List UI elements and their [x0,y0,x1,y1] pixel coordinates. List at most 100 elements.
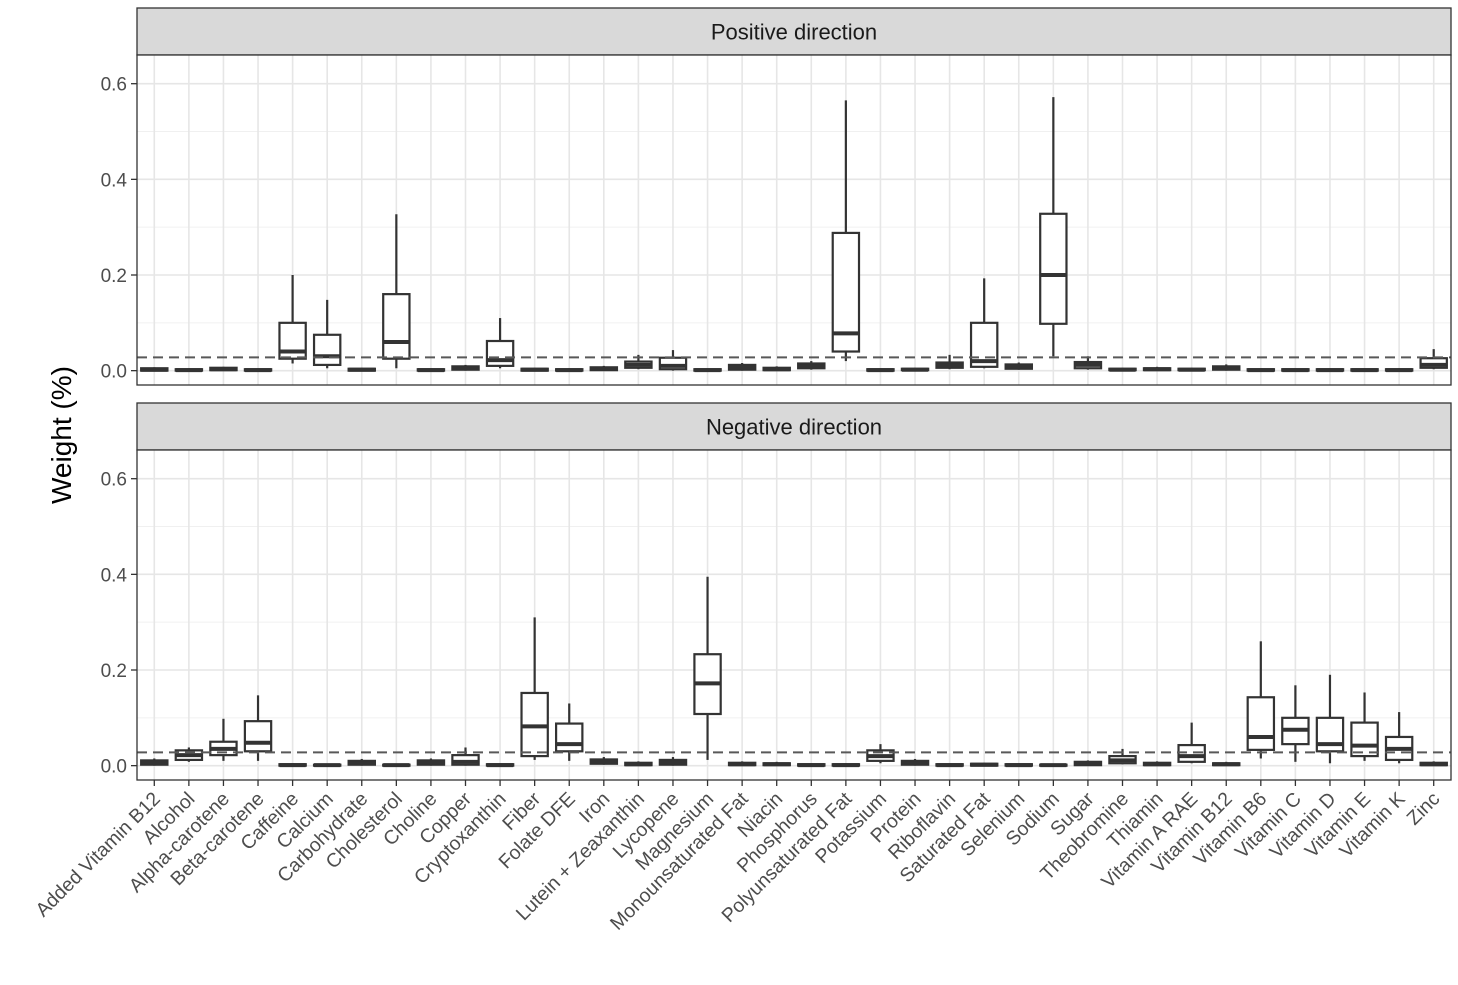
box-fiber [520,617,549,760]
box-vitamin-a-rae [1177,722,1206,764]
negative-direction-y-ticks: 0.0 0.2 0.4 0.6 [101,470,137,778]
box-caffeine [278,763,307,768]
box-theobromine [1108,748,1137,765]
y-axis-title: Weight (%) [46,366,77,504]
box-calcium [312,299,342,369]
box-selenium [1004,763,1034,768]
panels-layer: Positive direction 0.0 0.2 0.4 0.6 Negative d… [101,7,1452,781]
box-calcium [312,763,342,768]
box-beta-carotene [243,695,273,761]
box-iqr [1177,743,1206,763]
box-protein [900,758,930,766]
box-iqr [554,722,584,753]
box-sodium [1039,97,1068,357]
box-iqr [243,720,273,753]
box-cryptoxanthin [485,763,515,768]
y-tick-label: 0.2 [101,266,127,287]
negative-direction-plot-area [137,450,1451,780]
box-choline [416,368,446,373]
positive-direction-border [136,54,1452,386]
box-cholesterol [382,763,411,768]
box-niacin [762,366,791,372]
box-caffeine [278,275,307,364]
box-iqr [485,339,515,367]
box-phosphorus [797,763,826,768]
y-tick-label: 0.6 [101,75,127,96]
box-cryptoxanthin [485,318,515,369]
negative-direction-border [136,449,1452,781]
y-tick-label: 0.6 [101,470,127,491]
box-vitamin-d [1315,368,1345,373]
box-added-vitamin-b12 [140,758,169,766]
box-thiamin [1142,366,1172,372]
positive-direction-strip-title: Positive direction [711,20,877,45]
box-vitamin-k [1384,368,1414,373]
box-riboflavin [935,763,964,768]
box-fiber [520,367,549,372]
box-lutein-zeaxanthin [624,761,653,767]
box-magnesium [693,368,722,373]
box-iqr [1350,721,1379,758]
y-tick-label: 0.0 [101,362,127,383]
box-polyunsaturated-fat [831,763,861,768]
box-vitamin-d [1315,674,1345,764]
box-polyunsaturated-fat [831,100,861,362]
box-monounsaturated-fat [727,363,757,371]
y-tick-label: 0.2 [101,661,127,682]
box-added-vitamin-b12 [140,367,169,372]
box-carbohydrate [347,367,377,372]
box-saturated-fat [969,278,999,369]
x-tick-label-added-vitamin-b12: Added Vitamin B12 [31,788,164,921]
box-folate-dfe [554,703,584,761]
negative-direction-strip [136,402,1452,451]
box-niacin [762,761,791,767]
y-tick-label: 0.0 [101,757,127,778]
box-riboflavin [935,354,964,370]
positive-direction-y-ticks: 0.0 0.2 0.4 0.6 [101,75,137,383]
box-vitamin-b6 [1246,368,1276,373]
box-zinc [1419,761,1448,767]
positive-direction-strip [136,7,1452,56]
box-alcohol [174,368,204,373]
box-sugar [1073,760,1103,767]
positive-direction-gridlines [137,55,1451,385]
y-tick-label: 0.4 [101,170,128,191]
box-folate-dfe [554,368,584,373]
box-vitamin-b6 [1246,641,1276,759]
box-copper [451,747,480,766]
box-alpha-carotene [209,718,238,761]
box-carbohydrate [347,758,377,766]
box-vitamin-a-rae [1177,367,1206,372]
box-iqr [382,293,411,360]
box-vitamin-b12 [1211,364,1241,371]
positive-direction-plot-area [137,55,1451,385]
box-potassium [866,744,895,764]
box-iron [589,365,619,372]
box-vitamin-c [1281,368,1310,373]
box-copper [451,364,480,371]
box-choline [416,758,446,766]
box-iron [589,757,619,765]
box-alpha-carotene [209,366,238,372]
box-iqr [1246,696,1276,751]
box-vitamin-k [1384,712,1414,764]
box-phosphorus [797,361,826,370]
x-tick-label-zinc: Zinc [1403,788,1445,830]
box-vitamin-c [1281,685,1310,762]
box-sugar [1073,356,1103,370]
positive-direction-panel: Positive direction 0.0 0.2 0.4 0.6 [101,7,1452,386]
box-vitamin-e [1350,692,1379,761]
box-vitamin-b12 [1211,761,1241,767]
box-thiamin [1142,761,1172,767]
x-tick-labels: Added Vitamin B12AlcoholAlpha-caroteneBe… [31,780,1444,935]
positive-direction-boxes [140,97,1448,373]
box-beta-carotene [243,368,273,373]
y-tick-label: 0.4 [101,565,128,586]
negative-direction-strip-title: Negative direction [706,415,882,440]
box-sodium [1039,763,1068,768]
box-iqr [312,333,342,367]
box-iqr [1315,716,1345,753]
box-alcohol [174,747,204,762]
box-protein [900,367,930,372]
